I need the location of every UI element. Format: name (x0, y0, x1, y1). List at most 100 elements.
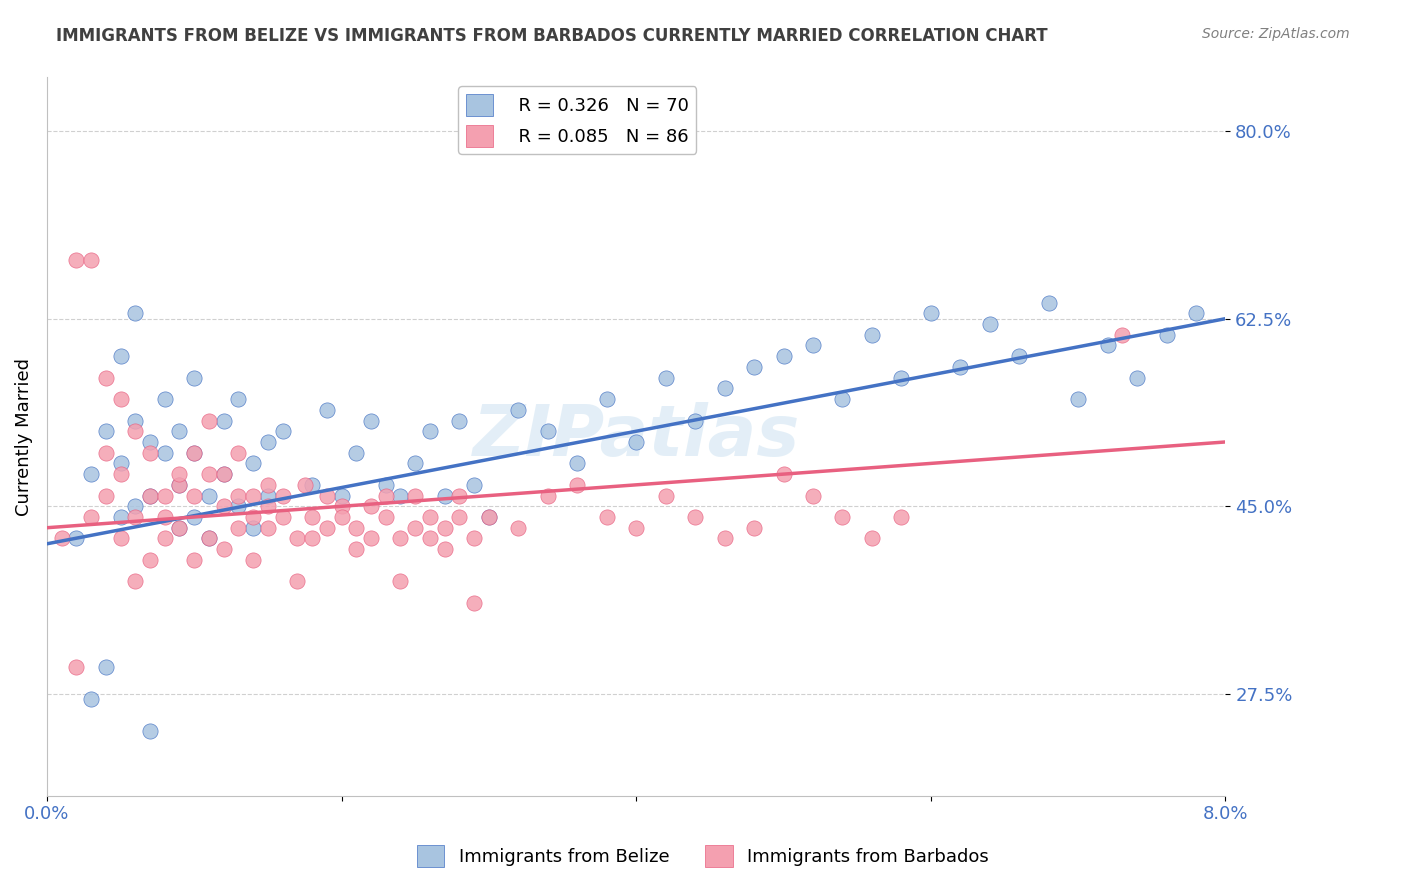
Point (80, 692, 103, 706)
Point (890, 510, 912, 524)
Point (831, 392, 853, 406)
Point (153, 392, 176, 406)
Point (567, 457, 589, 471)
Point (228, 392, 250, 406)
Point (228, 445, 250, 459)
Point (713, 532, 735, 546)
Point (169, 478, 191, 492)
Point (404, 489, 426, 503)
Point (801, 338, 824, 352)
Point (212, 413, 235, 427)
Point (596, 510, 619, 524)
Point (463, 532, 485, 546)
Point (449, 510, 471, 524)
Point (110, 349, 132, 363)
Point (330, 510, 353, 524)
Point (139, 724, 162, 739)
Point (294, 478, 316, 492)
Point (212, 542, 235, 557)
Point (139, 489, 162, 503)
Point (110, 532, 132, 546)
Point (389, 574, 412, 589)
Point (94, 445, 117, 459)
Point (94, 370, 117, 384)
Point (713, 381, 735, 395)
Point (139, 434, 162, 449)
Point (169, 467, 191, 482)
Point (183, 489, 205, 503)
Point (433, 521, 456, 535)
Point (94, 424, 117, 438)
Point (478, 510, 501, 524)
Point (683, 413, 706, 427)
Point (537, 424, 560, 438)
Point (772, 467, 794, 482)
Point (301, 532, 323, 546)
Point (153, 532, 176, 546)
Point (419, 424, 441, 438)
Point (153, 445, 176, 459)
Point (242, 521, 264, 535)
Point (404, 521, 426, 535)
Point (257, 521, 280, 535)
Point (374, 478, 396, 492)
Point (449, 413, 471, 427)
Point (433, 489, 456, 503)
Point (285, 532, 308, 546)
Point (257, 489, 280, 503)
Point (508, 521, 530, 535)
Point (301, 478, 323, 492)
Point (183, 445, 205, 459)
Point (1038, 295, 1060, 310)
Point (153, 489, 176, 503)
Point (654, 489, 676, 503)
Point (360, 532, 382, 546)
Point (242, 489, 264, 503)
Point (315, 521, 337, 535)
Point (169, 478, 191, 492)
Point (449, 489, 471, 503)
Point (315, 402, 337, 417)
Legend: Immigrants from Belize, Immigrants from Barbados: Immigrants from Belize, Immigrants from … (411, 838, 995, 874)
Point (124, 510, 146, 524)
Point (271, 510, 294, 524)
Point (257, 500, 280, 514)
Point (596, 392, 619, 406)
Point (257, 478, 280, 492)
Point (198, 532, 221, 546)
Y-axis label: Currently Married: Currently Married (15, 358, 32, 516)
Point (831, 510, 853, 524)
Point (419, 532, 441, 546)
Point (80, 252, 103, 267)
Point (537, 489, 560, 503)
Point (860, 327, 883, 342)
Point (374, 489, 396, 503)
Point (271, 489, 294, 503)
Text: IMMIGRANTS FROM BELIZE VS IMMIGRANTS FROM BARBADOS CURRENTLY MARRIED CORRELATION: IMMIGRANTS FROM BELIZE VS IMMIGRANTS FRO… (56, 27, 1047, 45)
Point (1126, 370, 1149, 384)
Point (1111, 327, 1133, 342)
Point (94, 489, 117, 503)
Point (271, 424, 294, 438)
Point (389, 489, 412, 503)
Point (94, 660, 117, 674)
Point (124, 574, 146, 589)
Point (463, 478, 485, 492)
Point (1067, 392, 1090, 406)
Point (169, 424, 191, 438)
Point (890, 370, 912, 384)
Point (654, 370, 676, 384)
Text: Source: ZipAtlas.com: Source: ZipAtlas.com (1202, 27, 1350, 41)
Point (80, 510, 103, 524)
Point (1156, 327, 1178, 342)
Point (920, 306, 942, 320)
Point (110, 510, 132, 524)
Point (169, 521, 191, 535)
Point (124, 413, 146, 427)
Point (228, 489, 250, 503)
Point (242, 510, 264, 524)
Point (51, 532, 73, 546)
Point (124, 306, 146, 320)
Point (212, 467, 235, 482)
Point (742, 359, 765, 374)
